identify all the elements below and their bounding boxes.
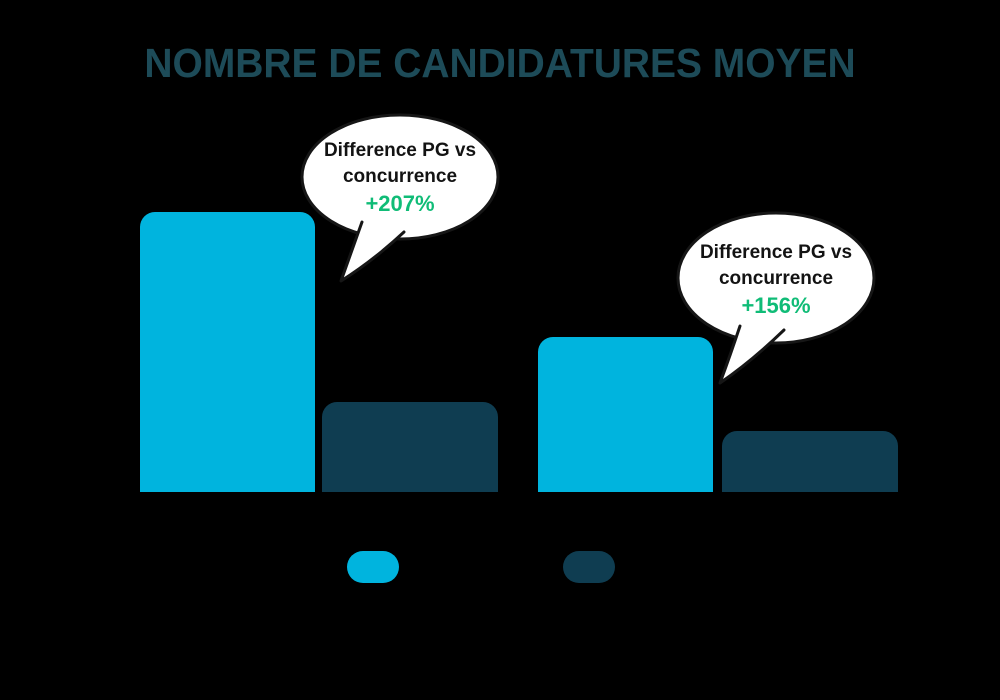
legend-swatch-concurrence (563, 551, 615, 583)
annotation-1-value: +207% (365, 191, 435, 216)
annotation-2-value: +156% (741, 293, 811, 318)
bar-pg-group1 (140, 212, 315, 492)
annotation-1: Difference PG vs concurrence +207% (290, 138, 510, 217)
annotation-2-line1: Difference PG vs (699, 242, 853, 263)
annotation-2: Difference PG vs concurrence +156% (666, 240, 886, 319)
legend-swatch-pg (347, 551, 399, 583)
annotation-1-line1: Difference PG vs (323, 140, 477, 161)
annotation-2-line2: concurrence (718, 268, 834, 289)
bar-concurrence-group1 (322, 402, 498, 492)
bar-concurrence-group2 (722, 431, 898, 492)
bar-pg-group2 (538, 337, 713, 492)
annotation-1-line2: concurrence (342, 166, 458, 187)
chart-title: NOMBRE DE CANDIDATURES MOYEN (144, 40, 856, 86)
